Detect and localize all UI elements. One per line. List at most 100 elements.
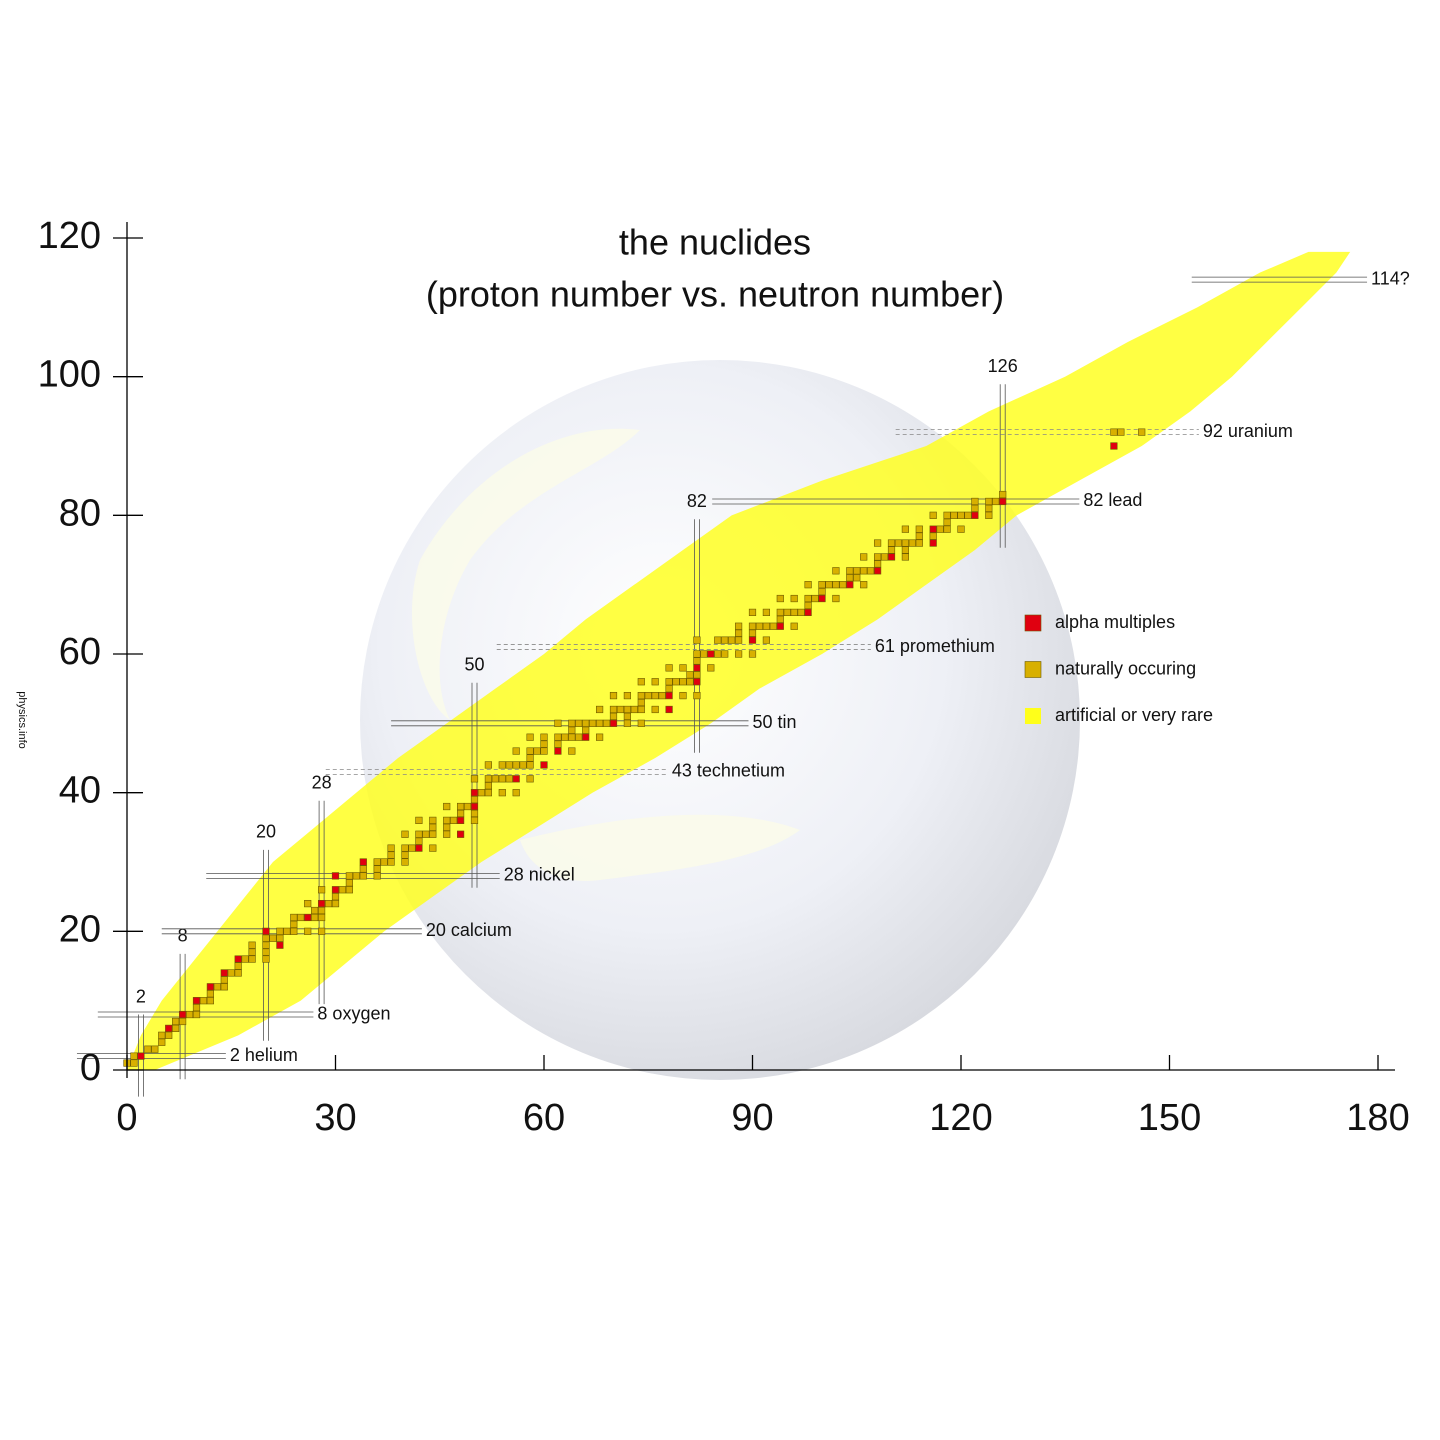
nuclide [401, 844, 409, 852]
proton-line-label: 43 technetium [672, 761, 785, 781]
nuclide [456, 816, 465, 825]
nuclide [130, 1052, 138, 1060]
nuclide [283, 927, 291, 935]
nuclide [213, 983, 221, 991]
nuclide [554, 740, 562, 748]
nuclide [262, 927, 270, 935]
nuclide [776, 615, 784, 623]
nuclide [206, 997, 215, 1005]
nuclide [470, 795, 479, 804]
nuclide [498, 789, 506, 797]
y-tick-label: 0 [80, 1047, 101, 1089]
nuclide [901, 553, 910, 561]
x-tick-label: 150 [1138, 1097, 1201, 1139]
nuclide [985, 497, 993, 506]
nuclide [533, 747, 541, 755]
nuclide [853, 567, 861, 575]
nuclide [839, 581, 847, 589]
nuclide [429, 816, 437, 825]
nuclide [957, 525, 965, 533]
globe-land [520, 814, 800, 881]
nuclide [595, 705, 604, 714]
nuclide [762, 622, 771, 630]
nuclide [241, 955, 249, 963]
nuclide [860, 567, 868, 575]
nuclide [345, 872, 354, 880]
nuclide [220, 969, 228, 977]
proton-line-label: 20 calcium [426, 920, 512, 940]
nuclide [672, 678, 680, 686]
nuclide [748, 622, 757, 630]
nuclide [234, 969, 242, 977]
nuclide [818, 594, 826, 603]
nuclide [700, 650, 708, 658]
nuclide [1138, 428, 1146, 436]
points-layer [123, 428, 1146, 1067]
nuclide [804, 608, 812, 617]
band-layer [127, 251, 1351, 1070]
nuclide [443, 816, 451, 825]
nuclide [790, 608, 798, 617]
nuclide [178, 1010, 187, 1019]
nuclide [609, 691, 618, 700]
nuclide [943, 525, 951, 533]
nuclide [693, 650, 701, 658]
nuclide [498, 761, 506, 769]
nuclide [429, 823, 437, 831]
nuclide [297, 913, 305, 922]
nuclide [317, 906, 326, 915]
nuclide [526, 733, 534, 741]
nuclide [206, 983, 215, 991]
nuclide [519, 761, 527, 769]
nuclide [679, 691, 687, 700]
nuclide [929, 532, 937, 540]
nuclide [401, 851, 409, 859]
nuclide [846, 581, 854, 589]
nuclide [637, 691, 645, 700]
nuclide [262, 941, 270, 949]
nuclide [359, 872, 367, 880]
legend-swatch [1025, 708, 1041, 724]
nuclide [589, 719, 597, 727]
nuclide [748, 629, 757, 637]
nuclide [637, 698, 645, 707]
nuclide [387, 858, 395, 866]
legend-label: artificial or very rare [1055, 705, 1213, 725]
nuclide [262, 948, 270, 956]
proton-line-label: 8 oxygen [317, 1003, 390, 1023]
y-tick-label: 60 [59, 631, 101, 673]
nuclide [811, 594, 819, 603]
nuclide [415, 844, 423, 852]
nuclide [853, 574, 861, 582]
nuclide [338, 886, 347, 894]
nuclide [776, 622, 784, 630]
nuclide [769, 622, 777, 630]
nuclide [901, 525, 910, 533]
nuclide [609, 705, 618, 714]
nuclide [304, 927, 312, 935]
nuclide [721, 636, 729, 644]
nuclide [929, 511, 937, 519]
nuclide [721, 650, 729, 658]
nuclide [429, 830, 437, 838]
nuclide [637, 705, 645, 714]
nuclide [776, 608, 784, 617]
nuclide [248, 948, 256, 956]
proton-line-label: 92 uranium [1203, 421, 1293, 441]
nuclide [470, 809, 479, 818]
neutron-magic-label: 82 [687, 491, 707, 511]
y-tick-label: 40 [59, 770, 101, 812]
nuclide [380, 858, 388, 866]
nuclide [714, 636, 722, 644]
nuclide [971, 504, 979, 513]
nuclide [804, 581, 812, 589]
nuclide [540, 761, 548, 769]
nuclide [783, 608, 791, 617]
nuclide [568, 733, 576, 741]
nuclide [665, 678, 673, 686]
neutron-magic-label: 2 [136, 986, 146, 1006]
nuclide [463, 802, 472, 811]
nuclide [582, 733, 590, 741]
nuclide [734, 622, 743, 630]
nuclide [345, 886, 354, 894]
